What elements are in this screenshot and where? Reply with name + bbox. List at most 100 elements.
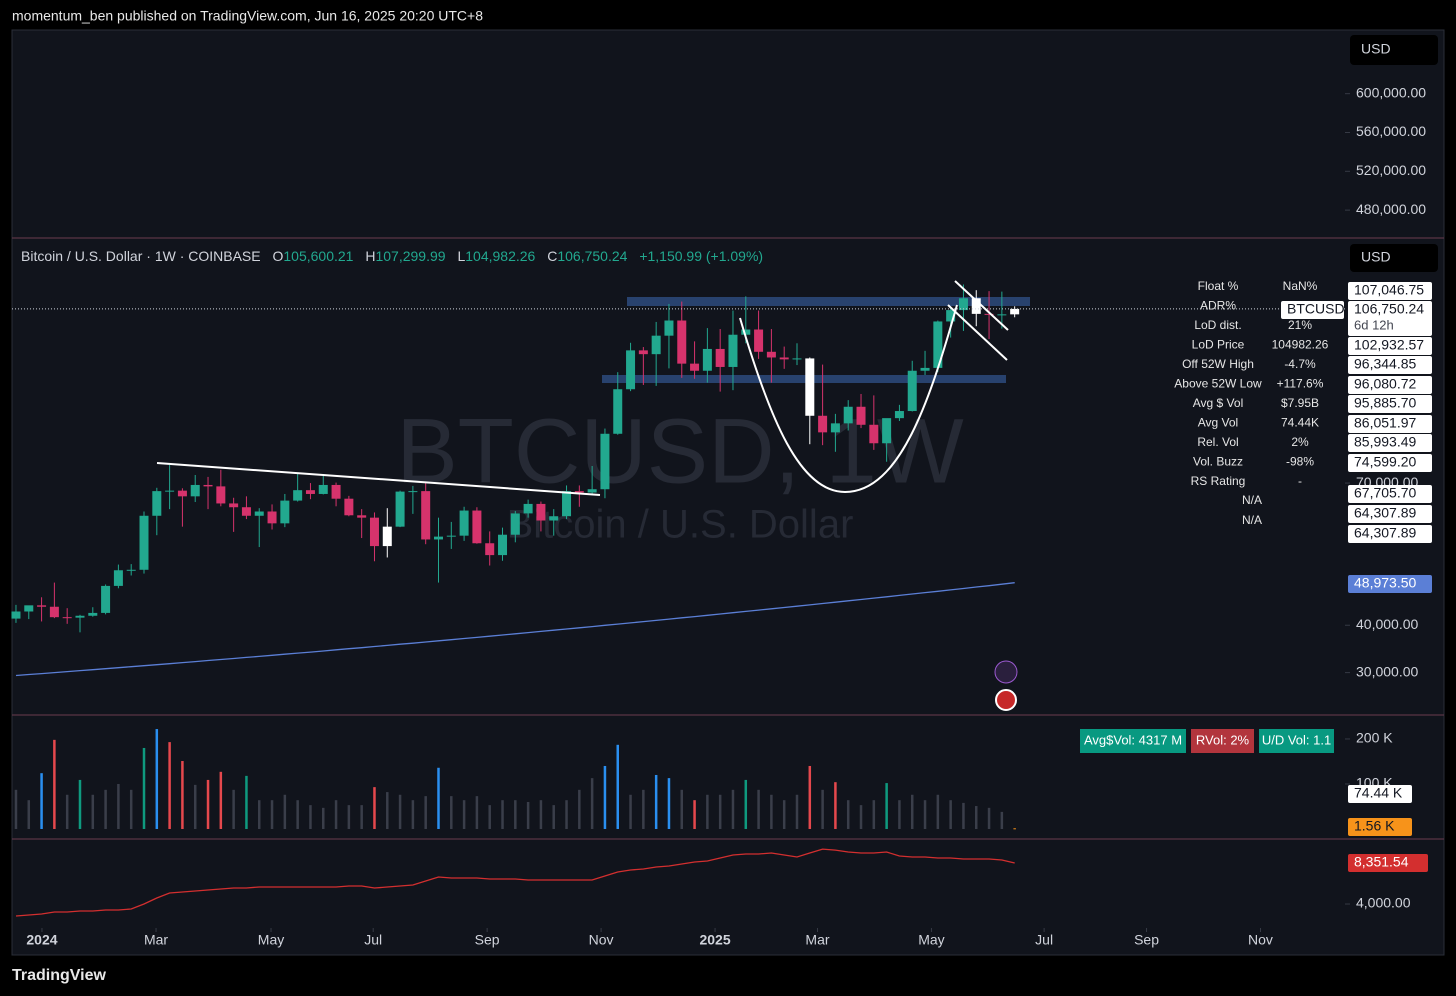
volume-bar [718,794,722,829]
volume-bar [386,792,389,829]
x-tick-label: 2024 [26,932,57,948]
candle-body [920,367,930,371]
y-tick-label: 200 K [1356,730,1393,746]
volume-bar [578,789,581,829]
candle-body [433,536,443,540]
volume-bar [322,807,325,829]
volume-bar [296,800,299,829]
candle-body [37,605,47,607]
candle-body [11,611,21,619]
candle-body [549,516,559,521]
drawings [156,280,1009,496]
currency-button[interactable] [1350,244,1438,272]
stat-label: LoD Price [1192,338,1245,352]
cup-curve [739,304,958,494]
volume-bar [885,783,888,829]
volume-badge-box [1191,729,1254,753]
y-tick-label: 40,000.00 [1356,616,1418,632]
x-tick-label: May [258,932,284,948]
volume-bar [731,789,735,829]
candle-body [408,491,418,493]
y-tick-label: 560,000.00 [1356,123,1426,139]
candle-body [62,617,72,619]
ma-label: 48,973.50 [1354,575,1416,591]
stat-value: 2% [1291,435,1309,449]
volume-bar [846,800,850,829]
candle-body [472,510,482,544]
stat-value: 21% [1288,318,1312,332]
currency-label[interactable]: USD [1361,249,1391,265]
price-label: 64,307.89 [1354,505,1416,521]
price-label: 67,705.70 [1354,485,1416,501]
x-tick-label: Sep [1134,932,1159,948]
stat-label: Vol. Buzz [1193,455,1243,469]
symbol-line: Bitcoin / U.S. Dollar · 1W · COINBASE O1… [21,248,763,264]
stat-value: $7.95B [1281,396,1319,410]
stat-value: -98% [1286,455,1314,469]
volume-bar [475,796,479,829]
candle-body [997,314,1007,316]
support-zone [602,375,1006,383]
currency-label[interactable]: USD [1361,41,1391,57]
volume-bar [501,800,504,829]
x-tick-label: Sep [475,932,500,948]
candle-body [177,490,187,497]
volume-bar [782,800,786,829]
volume-bar [526,801,530,829]
volume-bar [667,778,671,829]
candle-body [562,491,572,517]
chart-panel [11,29,1445,956]
candle-body [446,535,456,537]
volume-bar [334,800,338,829]
volume-bar [834,782,837,829]
volume-bar [142,747,146,829]
stat-label: Above 52W Low [1174,377,1262,391]
y-tick-label: 600,000.00 [1356,84,1426,100]
candle-body [75,615,85,618]
flag-line [947,304,1008,361]
candle-body [958,298,968,311]
stat-label: LoD dist. [1194,318,1241,332]
price-label-box [1348,337,1432,355]
price-label-box [1348,485,1432,503]
ohlc-value: 104,982.26 [465,248,535,264]
flag-line [954,280,1009,331]
candle-body [907,370,917,412]
candle-body [126,569,136,571]
x-tick-label: Nov [589,932,614,948]
volume-bar [642,789,645,829]
volume-badge-box [1080,729,1186,753]
volume-bar [910,794,914,829]
candle-body [1010,308,1020,315]
volume-bar [462,800,466,829]
flag-icon[interactable] [995,689,1017,711]
volume-bar [424,796,427,829]
candle-body [267,511,277,524]
currency-button[interactable] [1350,35,1438,65]
stat-label: Float % [1198,279,1239,293]
volume-bar [629,794,632,829]
candle-body [254,511,264,516]
candle-body [882,418,892,444]
volume-bar [808,765,812,829]
countdown: 6d 12h [1354,317,1394,332]
volume-bar [680,789,684,829]
candle-body [229,503,239,508]
volume-bar [53,739,56,829]
resistance-zone [627,297,1030,306]
candle-body [369,517,379,547]
volume-bar [398,794,402,829]
volume-bar [514,800,517,829]
volume-bar [206,779,210,829]
volume-bar [693,800,696,829]
plot: 600,000.00 560,000.00 520,000.00 480,000.00… [11,84,1432,948]
event-icon[interactable] [994,660,1018,684]
price-label: 102,932.57 [1354,337,1424,353]
price-label-box [1348,282,1432,300]
volume-bar [168,742,171,829]
candle-body [651,335,661,355]
volume-label-box [1348,818,1412,836]
y-tick-label: 4,000.00 [1356,895,1411,911]
candle-body [587,489,597,493]
